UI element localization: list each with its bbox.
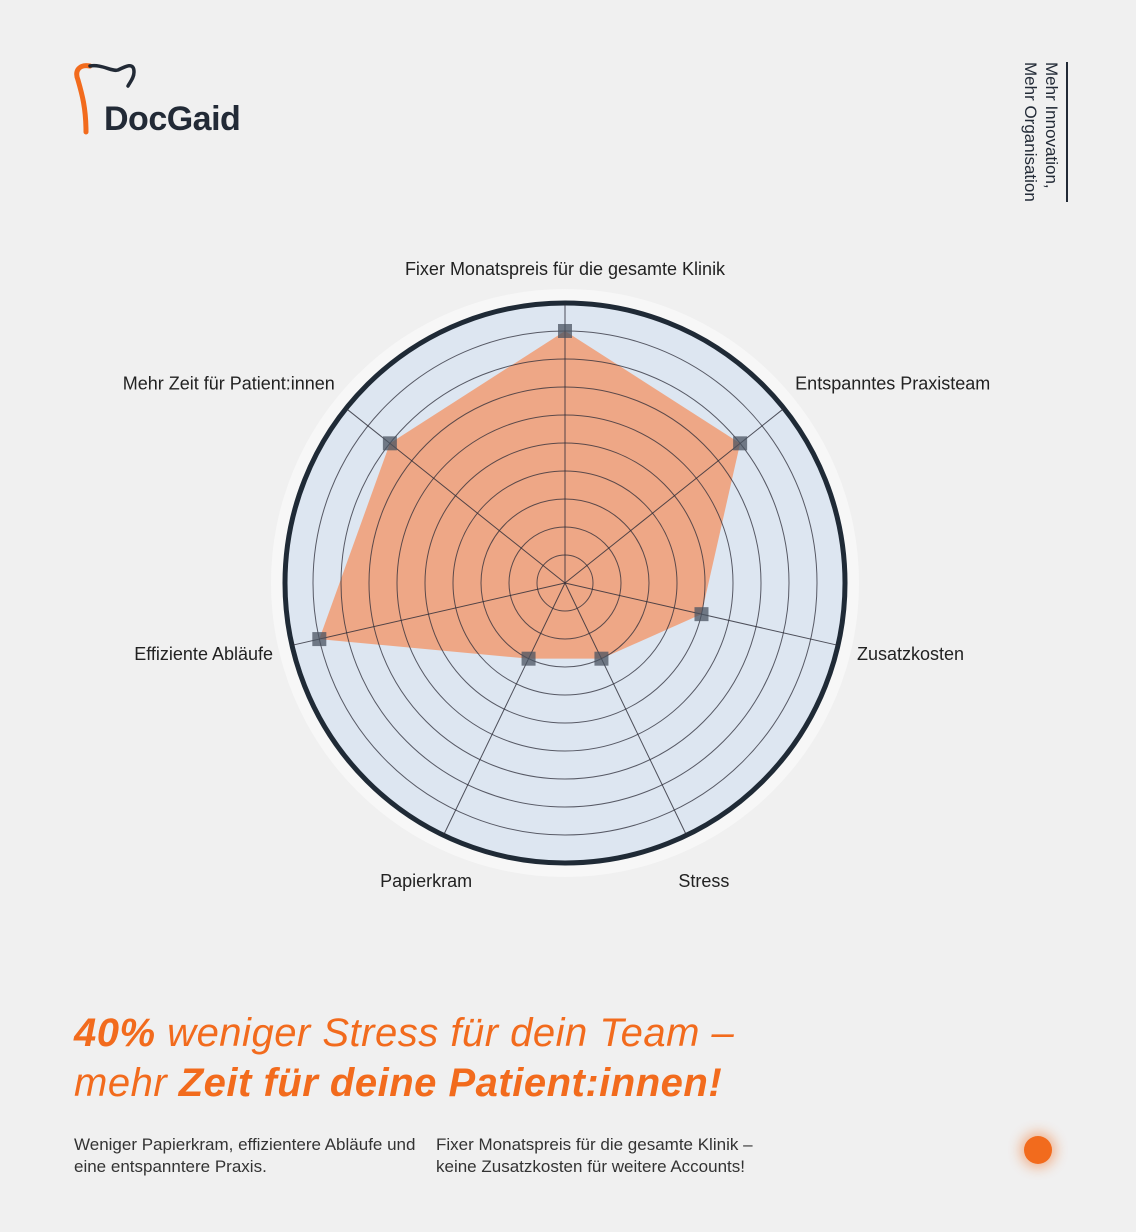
subtext-right: Fixer Monatspreis für die gesamte Klinik… [436, 1135, 753, 1176]
tooth-logo-icon [74, 63, 136, 135]
axis-line [345, 408, 566, 584]
axis-label: Papierkram [380, 871, 472, 891]
data-area [319, 331, 741, 659]
headline-text2: mehr [74, 1061, 179, 1105]
data-point [594, 651, 609, 666]
axis-line [443, 582, 566, 836]
tagline-line2: Mehr Organisation [1021, 62, 1040, 202]
orange-dot [1024, 1136, 1052, 1164]
subtext-left: Weniger Papierkram, effizientere Abläufe… [74, 1135, 416, 1176]
headline-percent: 40% [74, 1011, 156, 1055]
brand-name: DocGaid [104, 100, 241, 138]
headline-text1: weniger Stress für dein Team – [155, 1011, 735, 1055]
data-point [694, 607, 709, 622]
headline-bold2: Zeit für deine Patient:innen! [178, 1061, 723, 1105]
data-point [558, 324, 572, 338]
axis-label: Entspanntes Praxisteam [795, 373, 990, 393]
radar-chart: Fixer Monatspreis für die gesamte Klinik… [123, 259, 991, 891]
headline: 40% weniger Stress für dein Team – mehr … [74, 1008, 734, 1108]
data-point [521, 651, 536, 666]
axis-label: Fixer Monatspreis für die gesamte Klinik [405, 259, 726, 279]
axis-label: Stress [678, 871, 729, 891]
axis-label: Zusatzkosten [857, 644, 964, 664]
data-point [382, 436, 397, 451]
axis-line [564, 408, 785, 584]
data-point [733, 436, 748, 451]
axis-label: Effiziente Abläufe [134, 644, 273, 664]
axis-label: Mehr Zeit für Patient:innen [123, 373, 335, 393]
tagline-line1: Mehr Innovation, [1042, 62, 1061, 189]
axis-line [291, 582, 566, 646]
tagline: Mehr Innovation, Mehr Organisation [1020, 62, 1068, 202]
axis-line [564, 582, 687, 836]
data-point [312, 632, 327, 647]
